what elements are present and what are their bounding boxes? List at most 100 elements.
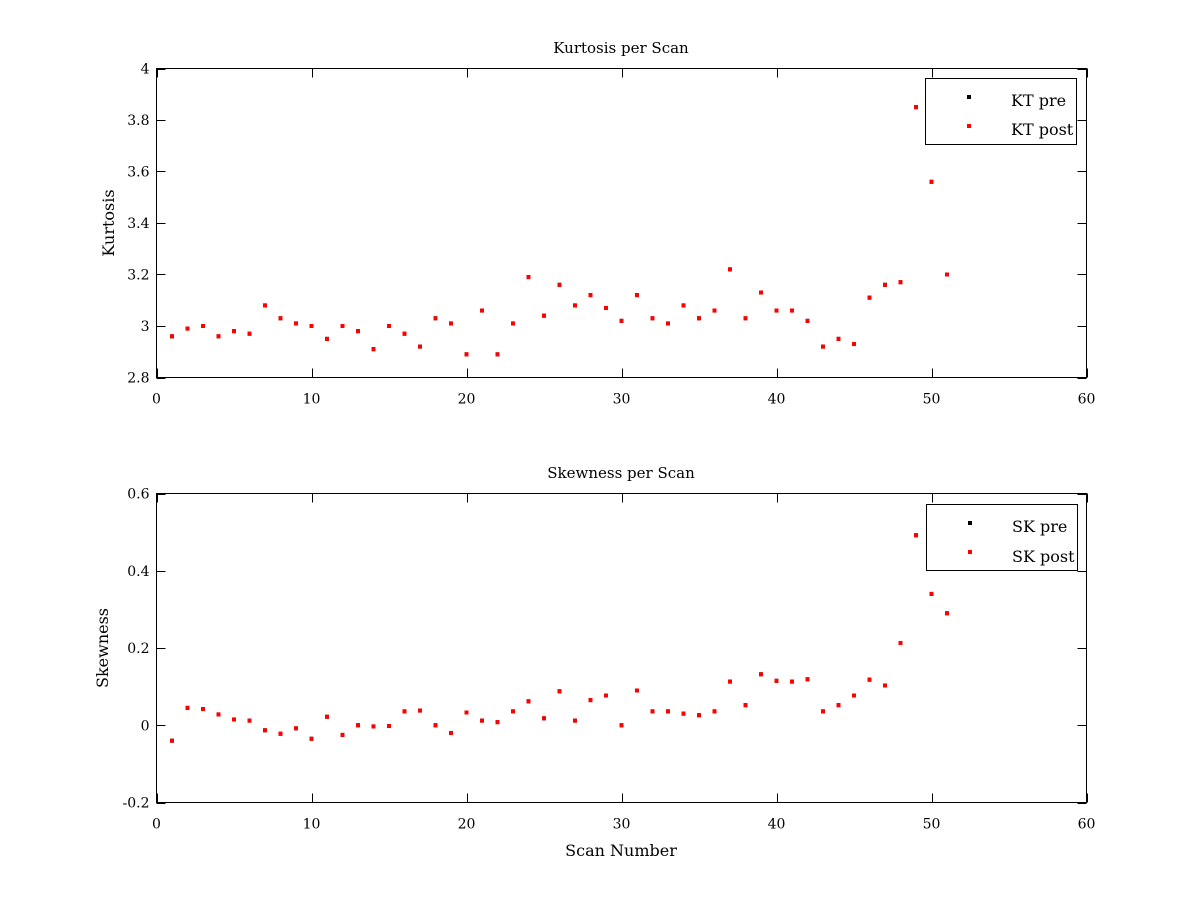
kurtosis-point-post bbox=[449, 321, 453, 326]
kurtosis-legend-marker-pre bbox=[967, 95, 971, 99]
skewness-point-post bbox=[914, 533, 918, 538]
kurtosis-point-post bbox=[263, 303, 267, 308]
skewness-point-post bbox=[201, 707, 205, 712]
kurtosis-point-post bbox=[309, 324, 314, 328]
skewness-point-post bbox=[542, 716, 546, 721]
kurtosis-point-post bbox=[790, 308, 794, 313]
kurtosis-point-post bbox=[635, 293, 639, 298]
skewness-x-tick-label: 20 bbox=[458, 817, 476, 833]
skewness-point-post bbox=[604, 693, 608, 698]
skewness-point-post bbox=[464, 710, 469, 715]
skewness-point-post bbox=[449, 730, 453, 735]
kurtosis-point-post bbox=[418, 344, 422, 349]
kurtosis-point-post bbox=[340, 324, 345, 328]
skewness-point-post bbox=[247, 718, 252, 723]
kurtosis-point-post bbox=[898, 280, 903, 285]
skewness-point-post bbox=[650, 709, 655, 714]
skewness-point-post bbox=[263, 728, 267, 733]
kurtosis-point-post bbox=[402, 331, 407, 336]
skewness-point-post bbox=[387, 724, 391, 729]
kurtosis-point-post bbox=[774, 308, 779, 313]
kurtosis-point-post bbox=[371, 347, 376, 352]
kurtosis-legend-label-pre: KT pre bbox=[1011, 91, 1066, 110]
kurtosis-y-tick-label: 3 bbox=[141, 319, 150, 335]
kurtosis-point-post bbox=[464, 352, 469, 357]
kurtosis-markers bbox=[170, 105, 949, 357]
kurtosis-point-post bbox=[557, 282, 562, 287]
kurtosis-point-post bbox=[712, 308, 717, 313]
skewness-point-post bbox=[836, 703, 841, 708]
skewness-point-post bbox=[759, 672, 763, 677]
skewness-x-axis-label: Scan Number bbox=[565, 841, 677, 860]
kurtosis-x-tick-label: 0 bbox=[152, 392, 161, 408]
kurtosis-x-tick-label: 60 bbox=[1078, 392, 1096, 408]
kurtosis-point-post bbox=[201, 324, 205, 328]
skewness-y-tick-label: -0.2 bbox=[123, 796, 150, 812]
kurtosis-legend: KT pre KT post bbox=[925, 78, 1077, 145]
kurtosis-x-tick-label: 20 bbox=[458, 392, 476, 408]
kurtosis-point-post bbox=[650, 316, 655, 321]
kurtosis-y-axis-label: Kurtosis bbox=[99, 189, 118, 256]
skewness-x-tick-label: 30 bbox=[613, 817, 631, 833]
skewness-point-post bbox=[278, 731, 283, 736]
kurtosis-point-post bbox=[666, 321, 670, 326]
skewness-point-post bbox=[402, 709, 407, 714]
skewness-x-tick-label: 10 bbox=[303, 817, 321, 833]
skewness-point-post bbox=[774, 678, 779, 683]
skewness-point-post bbox=[495, 720, 500, 725]
kurtosis-y-tick-label: 3.4 bbox=[127, 216, 149, 232]
kurtosis-y-tick-label: 2.8 bbox=[127, 371, 149, 387]
skewness-point-post bbox=[557, 689, 562, 694]
kurtosis-point-post bbox=[387, 324, 391, 328]
kurtosis-ticks: 0 10 20 30 40 50 60 2.8 3 3.2 3.4 3.6 3.8 4 bbox=[127, 62, 1095, 408]
skewness-point-post bbox=[666, 709, 670, 714]
kurtosis-point-post bbox=[604, 305, 608, 310]
kurtosis-x-tick-label: 40 bbox=[768, 392, 786, 408]
kurtosis-point-post bbox=[852, 342, 856, 347]
kurtosis-y-tick-label: 3.6 bbox=[127, 165, 149, 181]
kurtosis-point-post bbox=[573, 303, 577, 308]
skewness-point-post bbox=[805, 677, 810, 682]
kurtosis-point-post bbox=[821, 344, 825, 349]
kurtosis-point-post bbox=[325, 336, 329, 341]
skewness-x-tick-label: 0 bbox=[152, 817, 161, 833]
skewness-point-post bbox=[712, 709, 717, 714]
kurtosis-point-post bbox=[216, 334, 221, 339]
skewness-x-tick-label: 50 bbox=[923, 817, 941, 833]
skewness-point-post bbox=[635, 688, 639, 693]
kurtosis-point-post bbox=[511, 321, 515, 326]
kurtosis-point-post bbox=[836, 336, 841, 341]
skewness-point-post bbox=[185, 705, 190, 710]
skewness-y-tick-label: 0.4 bbox=[127, 564, 149, 580]
kurtosis-point-post bbox=[883, 282, 887, 287]
kurtosis-chart-title: Kurtosis per Scan bbox=[553, 39, 689, 57]
skewness-point-post bbox=[325, 714, 329, 719]
skewness-point-post bbox=[867, 677, 872, 682]
kurtosis-point-post bbox=[247, 331, 252, 336]
skewness-panel: Skewness per Scan Skewness Scan Number 0… bbox=[93, 464, 1095, 860]
skewness-point-post bbox=[588, 698, 593, 703]
skewness-point-post bbox=[821, 709, 825, 714]
kurtosis-point-post bbox=[433, 316, 438, 321]
kurtosis-point-post bbox=[697, 316, 701, 321]
kurtosis-point-post bbox=[759, 290, 763, 295]
skewness-y-tick-label: 0.2 bbox=[127, 641, 149, 657]
kurtosis-point-post bbox=[805, 318, 810, 323]
skewness-legend: SK pre SK post bbox=[926, 504, 1078, 571]
kurtosis-point-post bbox=[278, 316, 283, 321]
kurtosis-point-post bbox=[232, 329, 236, 334]
skewness-point-post bbox=[232, 717, 236, 722]
kurtosis-point-post bbox=[526, 275, 531, 280]
skewness-point-post bbox=[294, 726, 298, 731]
skewness-point-post bbox=[743, 703, 748, 708]
kurtosis-legend-marker-post bbox=[967, 124, 971, 128]
kurtosis-point-post bbox=[867, 295, 872, 300]
skewness-legend-box bbox=[926, 504, 1078, 571]
kurtosis-point-post bbox=[728, 267, 732, 272]
kurtosis-point-post bbox=[929, 179, 934, 184]
kurtosis-point-post bbox=[743, 316, 748, 321]
kurtosis-point-post bbox=[495, 352, 500, 357]
skewness-point-post bbox=[790, 679, 794, 684]
skewness-point-post bbox=[681, 711, 686, 716]
